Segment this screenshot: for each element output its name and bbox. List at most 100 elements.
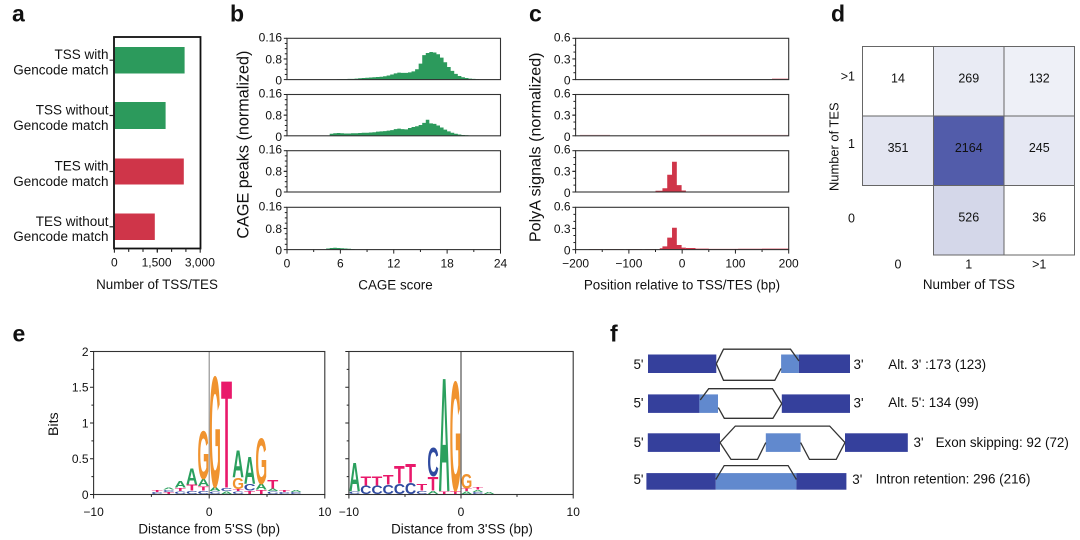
- svg-text:245: 245: [1029, 141, 1050, 155]
- svg-text:0.8: 0.8: [265, 165, 282, 179]
- svg-text:A: A: [439, 343, 450, 526]
- svg-text:Number of TES: Number of TES: [827, 102, 842, 191]
- svg-text:0: 0: [564, 74, 571, 88]
- svg-text:14: 14: [891, 71, 905, 85]
- svg-text:1: 1: [82, 416, 89, 430]
- svg-text:0: 0: [284, 257, 291, 271]
- svg-text:C: C: [349, 491, 360, 495]
- svg-text:Gencode match: Gencode match: [13, 118, 108, 133]
- svg-text:>1: >1: [1032, 258, 1046, 272]
- svg-text:0.3: 0.3: [554, 222, 571, 236]
- svg-text:G: G: [255, 426, 267, 499]
- svg-text:C: C: [163, 489, 176, 492]
- svg-text:T: T: [175, 487, 186, 493]
- svg-text:Exon skipping: 92 (72): Exon skipping: 92 (72): [936, 435, 1069, 450]
- svg-text:C: C: [232, 490, 244, 495]
- svg-text:0: 0: [458, 505, 465, 519]
- svg-text:T: T: [198, 485, 210, 492]
- svg-text:Distance from 3'SS (bp): Distance from 3'SS (bp): [391, 522, 533, 537]
- svg-text:T: T: [394, 461, 405, 489]
- svg-text:0: 0: [275, 244, 282, 258]
- svg-text:0.8: 0.8: [265, 222, 282, 236]
- svg-text:A: A: [349, 454, 360, 500]
- svg-text:T: T: [461, 488, 472, 492]
- svg-text:T: T: [383, 473, 394, 488]
- svg-text:C: C: [472, 492, 483, 495]
- svg-text:Gencode match: Gencode match: [13, 174, 108, 189]
- svg-text:T: T: [267, 478, 279, 491]
- svg-text:T: T: [221, 350, 232, 521]
- svg-text:5': 5': [634, 435, 644, 450]
- svg-text:0.8: 0.8: [265, 108, 282, 122]
- svg-text:0: 0: [564, 244, 571, 258]
- svg-text:T: T: [256, 489, 268, 496]
- svg-text:C: C: [405, 481, 416, 498]
- svg-text:C: C: [267, 490, 279, 495]
- svg-text:A: A: [290, 490, 303, 493]
- svg-text:−10: −10: [339, 505, 360, 519]
- svg-text:T: T: [163, 491, 174, 494]
- svg-text:3,000: 3,000: [185, 255, 215, 269]
- svg-text:5': 5': [633, 395, 643, 410]
- svg-text:T: T: [439, 491, 450, 495]
- svg-text:C: C: [278, 491, 291, 494]
- svg-text:200: 200: [779, 257, 799, 271]
- svg-text:0: 0: [206, 505, 213, 519]
- svg-text:0.16: 0.16: [259, 30, 283, 44]
- svg-text:Alt. 3' :173 (123): Alt. 3' :173 (123): [888, 357, 986, 372]
- svg-text:0: 0: [564, 186, 571, 200]
- svg-text:A: A: [186, 465, 198, 491]
- svg-text:0.6: 0.6: [554, 199, 571, 213]
- svg-text:TES without: TES without: [36, 214, 109, 229]
- svg-text:3': 3': [854, 357, 864, 372]
- svg-text:Position relative to TSS/TES (: Position relative to TSS/TES (bp): [584, 278, 780, 293]
- svg-text:269: 269: [958, 71, 979, 85]
- svg-text:A: A: [483, 492, 494, 495]
- svg-text:a: a: [12, 1, 25, 27]
- svg-text:T: T: [372, 475, 383, 489]
- svg-text:−100: −100: [615, 257, 642, 271]
- svg-text:>1: >1: [841, 70, 855, 84]
- svg-text:C: C: [151, 491, 164, 494]
- svg-text:Number of TSS/TES: Number of TSS/TES: [96, 277, 218, 292]
- svg-text:TSS with: TSS with: [54, 47, 108, 62]
- svg-text:Distance from 5'SS (bp): Distance from 5'SS (bp): [138, 522, 280, 537]
- svg-text:T: T: [405, 459, 416, 488]
- svg-text:f: f: [610, 321, 618, 347]
- svg-text:100: 100: [725, 257, 745, 271]
- svg-text:C: C: [186, 490, 198, 496]
- svg-text:A: A: [255, 483, 267, 492]
- svg-text:TES with: TES with: [54, 159, 108, 174]
- svg-text:T: T: [416, 482, 427, 492]
- svg-text:C: C: [174, 490, 186, 495]
- svg-text:0: 0: [111, 255, 118, 269]
- svg-text:0.3: 0.3: [554, 108, 571, 122]
- svg-text:c: c: [529, 1, 542, 27]
- svg-text:C: C: [383, 483, 394, 497]
- svg-text:526: 526: [958, 210, 979, 224]
- svg-text:C: C: [290, 492, 303, 495]
- svg-text:C: C: [360, 483, 371, 497]
- svg-text:A: A: [209, 486, 221, 493]
- svg-text:0: 0: [848, 212, 855, 226]
- svg-text:T: T: [472, 486, 483, 490]
- svg-text:T: T: [428, 472, 439, 494]
- svg-text:C: C: [394, 481, 405, 497]
- svg-text:−200: −200: [562, 257, 589, 271]
- svg-text:0: 0: [275, 74, 282, 88]
- svg-text:G: G: [232, 476, 244, 493]
- svg-text:0.16: 0.16: [259, 199, 283, 213]
- svg-text:PolyA signals (normalized): PolyA signals (normalized): [527, 52, 545, 242]
- svg-text:G: G: [198, 417, 210, 494]
- svg-text:1.5: 1.5: [72, 381, 89, 395]
- svg-text:351: 351: [888, 141, 909, 155]
- svg-text:0.3: 0.3: [554, 52, 571, 66]
- svg-text:36: 36: [1032, 210, 1046, 224]
- svg-text:24: 24: [494, 257, 508, 271]
- svg-text:G: G: [450, 348, 461, 524]
- svg-text:CAGE score: CAGE score: [358, 278, 432, 293]
- svg-text:18: 18: [440, 257, 454, 271]
- svg-text:2164: 2164: [955, 141, 983, 155]
- svg-text:Intron retention: 296 (216): Intron retention: 296 (216): [876, 472, 1031, 487]
- svg-text:C: C: [244, 482, 256, 492]
